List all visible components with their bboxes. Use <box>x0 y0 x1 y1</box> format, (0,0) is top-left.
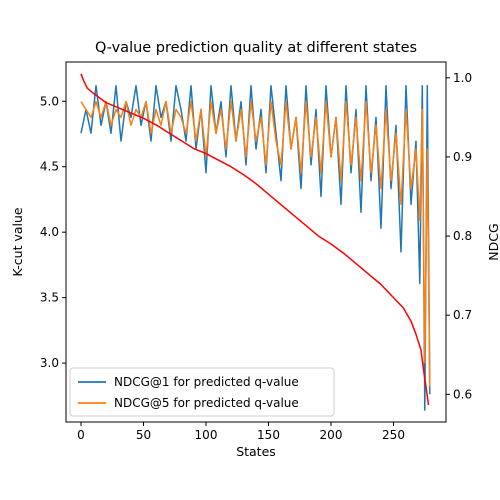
left-y-tick-label: 3.0 <box>40 356 59 370</box>
x-tick-label: 150 <box>257 428 280 442</box>
right-y-tick-label: 0.8 <box>453 229 472 243</box>
legend-box <box>69 367 335 417</box>
x-tick-label: 100 <box>195 428 218 442</box>
right-y-tick-label: 0.6 <box>453 387 472 401</box>
x-tick-label: 250 <box>382 428 405 442</box>
left-y-tick-label: 3.5 <box>40 291 59 305</box>
x-tick-label: 200 <box>320 428 343 442</box>
chart-title: Q-value prediction quality at different … <box>95 40 417 56</box>
x-tick-label: 50 <box>136 428 151 442</box>
right-y-axis-label: NDCG <box>486 223 500 260</box>
right-y-tick-label: 0.9 <box>453 150 472 164</box>
left-y-tick-label: 4.5 <box>40 160 59 174</box>
legend: NDCG@1 for predicted q-value NDCG@5 for p… <box>69 367 335 417</box>
left-y-axis: 3.0 3.5 4.0 4.5 5.0 <box>40 94 66 370</box>
right-y-tick-label: 1.0 <box>453 71 472 85</box>
left-y-tick-label: 5.0 <box>40 94 59 108</box>
right-y-axis: 0.6 0.7 0.8 0.9 1.0 <box>446 71 472 401</box>
left-y-tick-label: 4.0 <box>40 225 59 239</box>
right-y-tick-label: 0.7 <box>453 308 472 322</box>
legend-label: NDCG@5 for predicted q-value <box>114 396 299 410</box>
x-axis-label: States <box>236 444 276 459</box>
left-y-axis-label: K-cut value <box>10 207 25 277</box>
series-line-1 <box>80 84 431 411</box>
axes-frame <box>65 61 447 423</box>
legend-label: NDCG@1 for predicted q-value <box>114 375 299 389</box>
plot-area <box>80 73 431 411</box>
x-tick-label: 0 <box>77 428 85 442</box>
k-cut-line <box>80 73 430 406</box>
x-axis: 0 50 100 150 200 250 <box>77 422 405 442</box>
